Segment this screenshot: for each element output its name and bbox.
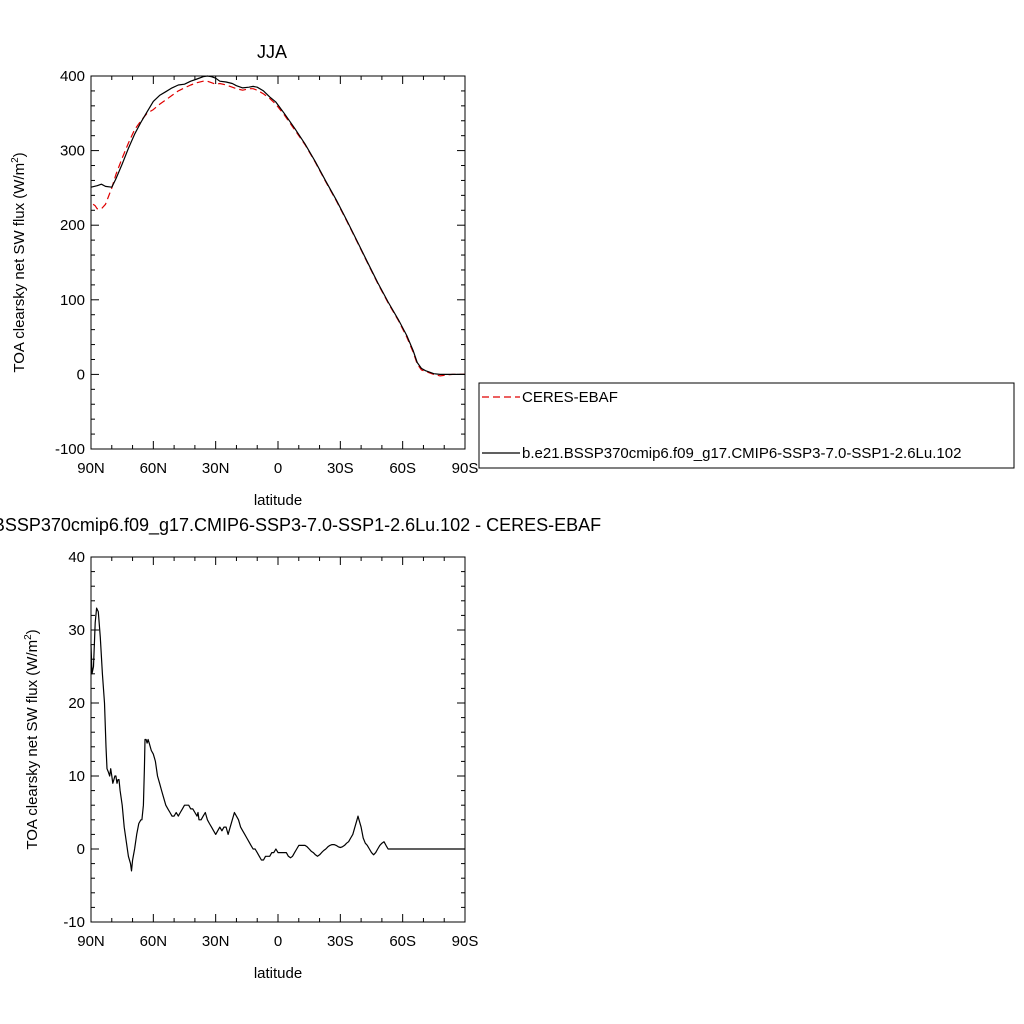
y-axis-label-end: ) xyxy=(24,629,41,634)
x-tick-label: 30N xyxy=(202,933,230,950)
series-line-0 xyxy=(92,80,465,377)
y-axis-label-superscript: 2 xyxy=(10,157,21,163)
y-tick-label: 0 xyxy=(77,841,85,858)
x-tick-label: 30S xyxy=(327,933,354,950)
y-axis-label-superscript: 2 xyxy=(23,634,34,640)
x-tick-label: 30N xyxy=(202,460,230,477)
y-axis-label: TOA clearsky net SW flux (W/m2) xyxy=(23,629,41,849)
x-tick-label: 60N xyxy=(140,460,168,477)
y-axis-label-main: TOA clearsky net SW flux (W/m xyxy=(11,163,28,373)
x-tick-label: 0 xyxy=(274,933,282,950)
x-tick-label: 90N xyxy=(77,460,105,477)
x-tick-label: 90S xyxy=(452,460,479,477)
x-tick-label: 60S xyxy=(389,933,416,950)
series-line-0 xyxy=(90,607,465,872)
y-tick-label: 400 xyxy=(60,68,85,85)
y-tick-label: 10 xyxy=(68,768,85,785)
x-axis-label: latitude xyxy=(254,492,302,509)
y-tick-label: 200 xyxy=(60,217,85,234)
x-axis-label: latitude xyxy=(254,965,302,982)
top-panel-chart: 90N 60N 30N 0 30S 60S 90S -100 0 100 200 300 400 JJA l… xyxy=(10,42,478,509)
x-tick-label: 0 xyxy=(274,460,282,477)
y-axis-label-end: ) xyxy=(11,152,28,157)
y-tick-label: -10 xyxy=(63,914,85,931)
legend: CERES-EBAF b.e21.BSSP370cmip6.f09_g17.CMI… xyxy=(478,382,1015,469)
legend-label-1: b.e21.BSSP370cmip6.f09_g17.CMIP6-SSP3-7.… xyxy=(522,445,961,462)
chart-title: b.e21.BSSP370cmip6.f09_g17.CMIP6-SSP3-7.… xyxy=(0,515,601,536)
bottom-panel-chart: 90N 60N 30N 0 30S 60S 90S -10 0 10 20 30 40 b.e21.BSS… xyxy=(0,515,601,982)
legend-box xyxy=(478,382,1015,469)
y-axis-label: TOA clearsky net SW flux (W/m2) xyxy=(10,152,28,372)
y-axis-label-main: TOA clearsky net SW flux (W/m xyxy=(24,640,41,850)
y-tick-label: 300 xyxy=(60,143,85,160)
x-tick-label: 60N xyxy=(140,933,168,950)
x-tick-label: 30S xyxy=(327,460,354,477)
x-tick-label: 90S xyxy=(452,933,479,950)
y-tick-label: -100 xyxy=(55,441,85,458)
y-tick-label: 100 xyxy=(60,292,85,309)
series-line-1 xyxy=(90,75,465,375)
legend-label-0: CERES-EBAF xyxy=(522,389,618,406)
x-tick-label: 90N xyxy=(77,933,105,950)
x-tick-label: 60S xyxy=(389,460,416,477)
y-tick-label: 40 xyxy=(68,549,85,566)
y-tick-label: 20 xyxy=(68,695,85,712)
plot-frame xyxy=(90,556,466,923)
chart-title: JJA xyxy=(257,42,287,62)
y-tick-label: 0 xyxy=(77,366,85,383)
plot-frame xyxy=(90,75,466,450)
y-tick-label: 30 xyxy=(68,622,85,639)
